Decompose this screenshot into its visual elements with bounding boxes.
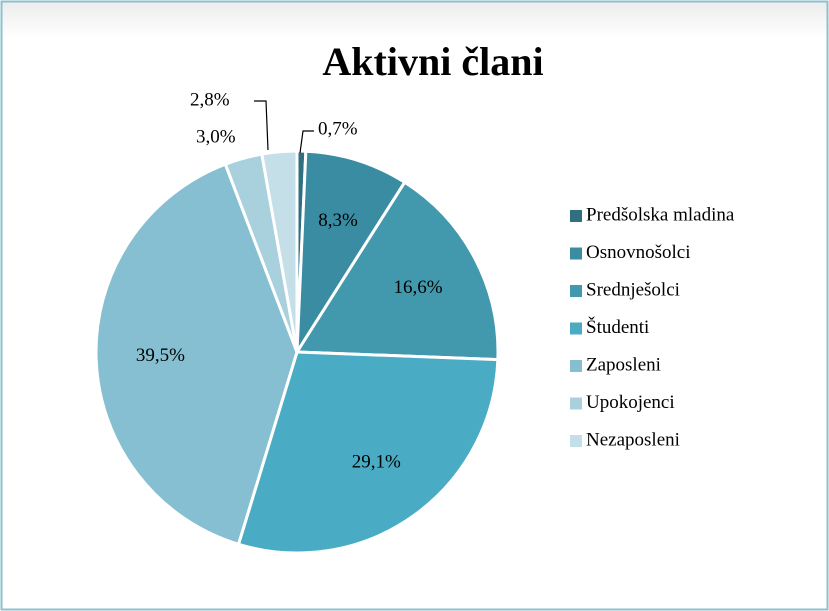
pie-slice bbox=[295, 149, 407, 358]
legend-swatch bbox=[570, 435, 582, 447]
legend-label: Osnovnošolci bbox=[586, 242, 691, 263]
data-label: 3,0% bbox=[196, 126, 236, 147]
legend-swatch bbox=[570, 397, 582, 410]
pie-slice bbox=[236, 350, 500, 555]
legend-swatch bbox=[570, 285, 582, 297]
data-label: 39,5% bbox=[136, 345, 185, 366]
legend-label: Zaposleni bbox=[586, 354, 661, 375]
legend-swatch bbox=[570, 360, 582, 372]
chart-title: Aktivni člani bbox=[322, 39, 543, 84]
legend-label: Srednješolci bbox=[586, 279, 680, 300]
leader-line bbox=[299, 130, 314, 154]
pie-slice bbox=[294, 180, 500, 362]
legend-swatch bbox=[570, 247, 582, 260]
leader-line bbox=[254, 100, 269, 151]
legend-label: Upokojenci bbox=[586, 392, 675, 413]
pie-slice bbox=[260, 149, 299, 353]
data-label: 8,3% bbox=[318, 210, 358, 231]
legend-swatch bbox=[570, 210, 582, 222]
pie-slice bbox=[94, 162, 299, 547]
legend-label: Nezaposleni bbox=[586, 429, 680, 450]
legend-label: Predšolska mladina bbox=[586, 204, 735, 225]
legend-swatch bbox=[570, 322, 582, 335]
data-label: 0,7% bbox=[318, 118, 358, 139]
legend-label: Študenti bbox=[586, 316, 649, 338]
data-label: 2,8% bbox=[190, 89, 230, 110]
data-label: 16,6% bbox=[393, 277, 442, 298]
data-label: 29,1% bbox=[352, 452, 401, 473]
